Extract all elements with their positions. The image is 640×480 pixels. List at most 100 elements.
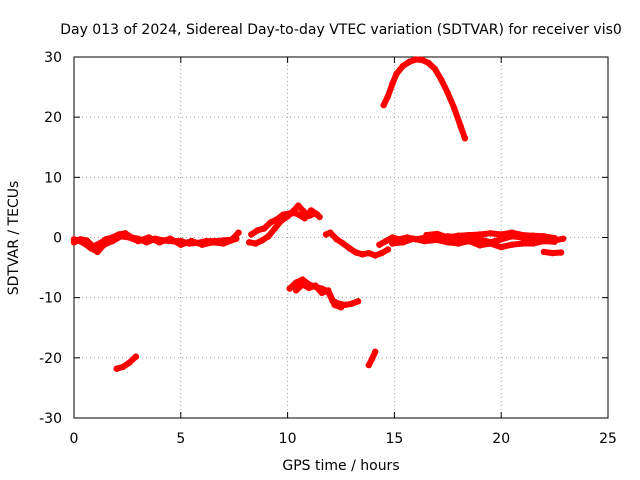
x-tick-label: 0 [70, 431, 79, 447]
data-point [100, 241, 108, 248]
data-point [412, 56, 419, 63]
data-point [273, 216, 281, 223]
data-point [498, 236, 505, 243]
y-tick-label: 0 [53, 231, 62, 247]
data-point [94, 248, 101, 256]
y-tick-label: 30 [44, 50, 62, 66]
data-point [119, 363, 127, 371]
data-point [419, 56, 426, 64]
data-point [134, 237, 142, 245]
data-point [254, 227, 261, 234]
data-point [286, 285, 293, 292]
data-point [384, 92, 392, 100]
data-point [498, 243, 505, 251]
data-point [399, 62, 407, 70]
data-point [305, 284, 313, 292]
data-point [549, 249, 556, 257]
data-point [423, 231, 430, 239]
x-tick-label: 5 [176, 431, 185, 447]
data-point [333, 236, 340, 243]
data-point [235, 229, 242, 236]
data-point [292, 279, 300, 286]
y-tick-label: 10 [44, 170, 62, 186]
data-point [299, 207, 306, 214]
data-point [540, 233, 548, 240]
data-point [433, 236, 441, 244]
data-point [457, 123, 464, 130]
data-point [246, 239, 253, 246]
data-point [132, 353, 140, 360]
data-point [444, 239, 451, 246]
data-point [368, 355, 376, 363]
data-point [87, 245, 95, 252]
data-point [372, 348, 379, 355]
data-point [455, 232, 462, 239]
data-point [271, 225, 278, 232]
data-point [220, 240, 227, 247]
data-point [476, 236, 483, 243]
data-point [348, 300, 355, 307]
data-point [421, 237, 428, 245]
data-point [451, 104, 458, 112]
data-point [378, 249, 385, 257]
data-point [508, 229, 516, 236]
data-point [79, 239, 86, 246]
data-point [252, 240, 259, 247]
data-point [476, 231, 483, 238]
data-point [389, 80, 396, 88]
data-point [199, 241, 206, 248]
data-point [438, 76, 445, 84]
x-tick-label: 25 [599, 431, 617, 447]
data-point [519, 240, 526, 247]
data-point [339, 240, 347, 247]
data-point [265, 233, 272, 240]
data-point [425, 59, 432, 67]
data-point [557, 249, 565, 256]
y-tick-label: -20 [39, 351, 62, 367]
data-point [337, 304, 345, 311]
data-point [113, 365, 120, 372]
data-point [559, 235, 567, 242]
data-point [258, 237, 266, 244]
data-point [530, 232, 537, 239]
data-point [126, 234, 133, 241]
data-point [280, 211, 287, 218]
data-point [376, 241, 383, 248]
data-point [209, 239, 216, 246]
data-point [70, 236, 78, 243]
data-point [126, 359, 133, 366]
data-point [433, 230, 441, 238]
data-point [508, 241, 516, 248]
data-point [498, 231, 505, 238]
data-point [327, 229, 334, 236]
data-point [380, 101, 387, 109]
data-point [166, 235, 174, 242]
x-tick-label: 20 [492, 431, 510, 447]
data-point [540, 248, 548, 256]
data-point [530, 240, 537, 247]
data-point [312, 282, 319, 289]
data-point [346, 245, 353, 252]
data-point [476, 242, 483, 249]
data-point [444, 234, 451, 241]
data-point [248, 231, 255, 238]
data-point [431, 65, 439, 73]
data-point [389, 234, 396, 241]
data-point [188, 237, 195, 245]
data-point [295, 202, 302, 209]
data-point [455, 240, 462, 247]
data-point [307, 207, 315, 214]
series-arc-2-3h-negative [113, 353, 139, 372]
y-tick-label: -10 [39, 291, 62, 307]
data-point [286, 210, 293, 217]
data-point [399, 239, 407, 246]
data-point [156, 239, 163, 246]
data-point [314, 211, 321, 218]
data-point [365, 361, 372, 369]
data-point [145, 234, 152, 241]
x-axis-label: GPS time / hours [282, 458, 399, 474]
data-point [466, 231, 473, 239]
data-point [292, 287, 300, 294]
data-point [393, 70, 400, 78]
x-tick-label: 10 [279, 431, 297, 447]
